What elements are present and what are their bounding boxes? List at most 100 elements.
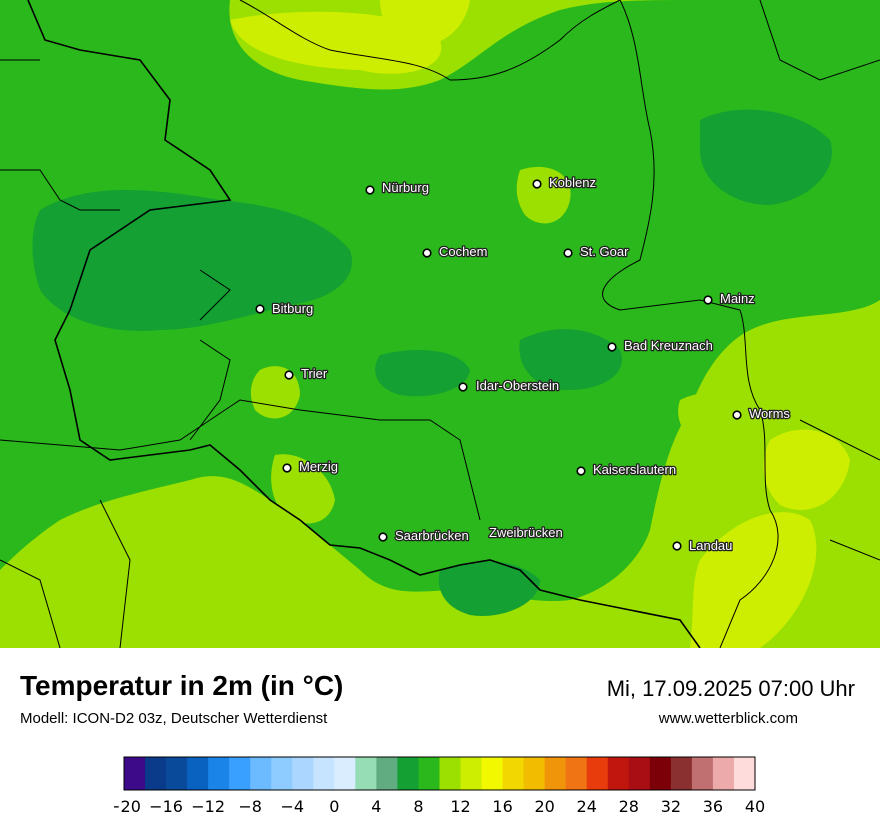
legend-swatches xyxy=(124,757,756,790)
legend-frame xyxy=(123,756,756,791)
legend-tick-label: 32 xyxy=(661,797,681,816)
legend-tick-label: −4 xyxy=(280,797,304,816)
city-nuerburg[interactable]: Nürburg xyxy=(365,179,430,196)
legend-tick-label: −12 xyxy=(191,797,225,816)
city-dot xyxy=(672,541,682,551)
city-dot xyxy=(422,248,432,258)
temp-zones-14-16 xyxy=(230,0,850,648)
city-label: Trier xyxy=(301,366,328,381)
city-label: Bitburg xyxy=(272,301,313,316)
city-koblenz[interactable]: Koblenz xyxy=(532,174,597,191)
city-saarbruecken[interactable]: Saarbrücken xyxy=(378,527,470,544)
legend-swatch xyxy=(187,757,209,790)
legend-tick-label: 36 xyxy=(703,797,723,816)
city-label: St. Goar xyxy=(580,244,629,259)
city-idar-oberstein[interactable]: Idar-Oberstein xyxy=(458,377,560,394)
legend-tick-label: 28 xyxy=(619,797,639,816)
city-cochem[interactable]: Cochem xyxy=(422,243,489,260)
city-label: Bad Kreuznach xyxy=(624,338,713,353)
legend-swatch xyxy=(670,757,693,790)
city-label: Zweibrücken xyxy=(489,525,563,540)
legend-swatch xyxy=(166,757,188,790)
city-label: Saarbrücken xyxy=(395,528,469,543)
city-label: Mainz xyxy=(720,291,755,306)
city-dot xyxy=(284,370,294,380)
city-bad-kreuznach[interactable]: Bad Kreuznach xyxy=(607,337,714,354)
city-label: Worms xyxy=(749,406,790,421)
legend-swatch xyxy=(712,757,735,790)
legend-tick-label: 12 xyxy=(450,797,470,816)
temp-zones-8-10 xyxy=(32,109,832,616)
city-trier[interactable]: Trier xyxy=(284,365,329,382)
city-label: Idar-Oberstein xyxy=(476,378,559,393)
legend-tick-label: −8 xyxy=(238,797,262,816)
city-landau[interactable]: Landau xyxy=(672,537,734,554)
city-dot xyxy=(563,248,573,258)
city-dot xyxy=(532,179,542,189)
website-link[interactable]: www.wetterblick.com xyxy=(658,710,798,727)
legend-swatch xyxy=(376,757,399,790)
city-dot xyxy=(703,295,713,305)
city-markers: Nürburg Koblenz Cochem St. Goar Mainz Bi… xyxy=(255,174,792,554)
city-label: Kaiserslautern xyxy=(593,462,676,477)
legend-tick-label: 40 xyxy=(745,797,765,816)
city-label: Koblenz xyxy=(549,175,596,190)
city-worms[interactable]: Worms xyxy=(732,405,792,422)
city-label: Cochem xyxy=(439,244,487,259)
city-dot xyxy=(378,532,388,542)
legend-swatch xyxy=(418,757,441,790)
legend-swatch xyxy=(250,757,272,790)
legend-swatch xyxy=(544,757,567,790)
legend-swatch xyxy=(313,757,335,790)
city-kaiserslautern[interactable]: Kaiserslautern xyxy=(576,461,677,478)
city-dot xyxy=(365,185,375,195)
legend-swatch xyxy=(439,757,462,790)
city-dot xyxy=(732,410,742,420)
city-dot xyxy=(458,382,468,392)
legend-tick-label: 16 xyxy=(492,797,512,816)
legend-swatch xyxy=(334,757,356,790)
temperature-map[interactable]: Nürburg Koblenz Cochem St. Goar Mainz Bi… xyxy=(0,0,880,648)
city-label: Landau xyxy=(689,538,732,553)
legend-swatch xyxy=(292,757,314,790)
city-dot xyxy=(255,304,265,314)
legend-tick-label: 0 xyxy=(329,797,339,816)
legend-tick-label: −16 xyxy=(149,797,183,816)
city-mainz[interactable]: Mainz xyxy=(703,290,756,307)
legend-tick-label: 24 xyxy=(577,797,597,816)
legend-swatch xyxy=(628,757,651,790)
legend-tick-label: −20 xyxy=(114,797,141,816)
legend-swatch xyxy=(502,757,525,790)
legend-swatch xyxy=(565,757,588,790)
temp-zone-10-12 xyxy=(0,0,880,602)
city-bitburg[interactable]: Bitburg xyxy=(255,300,315,317)
city-st-goar[interactable]: St. Goar xyxy=(563,243,630,260)
legend-swatch xyxy=(124,757,146,790)
city-zweibruecken[interactable]: Zweibrücken xyxy=(488,524,564,542)
legend-swatch xyxy=(691,757,714,790)
borders xyxy=(0,0,880,648)
legend-swatch xyxy=(208,757,230,790)
legend-swatch xyxy=(586,757,609,790)
legend-swatch xyxy=(229,757,251,790)
legend-swatch xyxy=(481,757,504,790)
legend-tick-label: 8 xyxy=(413,797,423,816)
legend-swatch xyxy=(523,757,546,790)
legend-tick-label: 20 xyxy=(534,797,554,816)
map-title: Temperatur in 2m (in °C) xyxy=(20,670,344,701)
city-dot xyxy=(576,466,586,476)
color-legend: −20 −16 −12 −8 −4 0 4 8 12 16 20 24 28 32 36 40 xyxy=(114,756,765,816)
state-border xyxy=(0,0,880,648)
model-info: Modell: ICON-D2 03z, Deutscher Wetterdie… xyxy=(20,710,328,727)
legend-swatch xyxy=(355,757,377,790)
legend-swatch xyxy=(733,757,756,790)
legend-swatch xyxy=(460,757,483,790)
city-merzig[interactable]: Merzig xyxy=(282,458,339,475)
legend-swatch xyxy=(271,757,293,790)
city-dot xyxy=(282,463,292,473)
country-border xyxy=(27,0,701,648)
city-label: Merzig xyxy=(299,459,338,474)
city-label: Nürburg xyxy=(382,180,429,195)
forecast-datetime: Mi, 17.09.2025 07:00 Uhr xyxy=(606,676,855,701)
legend-swatch xyxy=(649,757,672,790)
